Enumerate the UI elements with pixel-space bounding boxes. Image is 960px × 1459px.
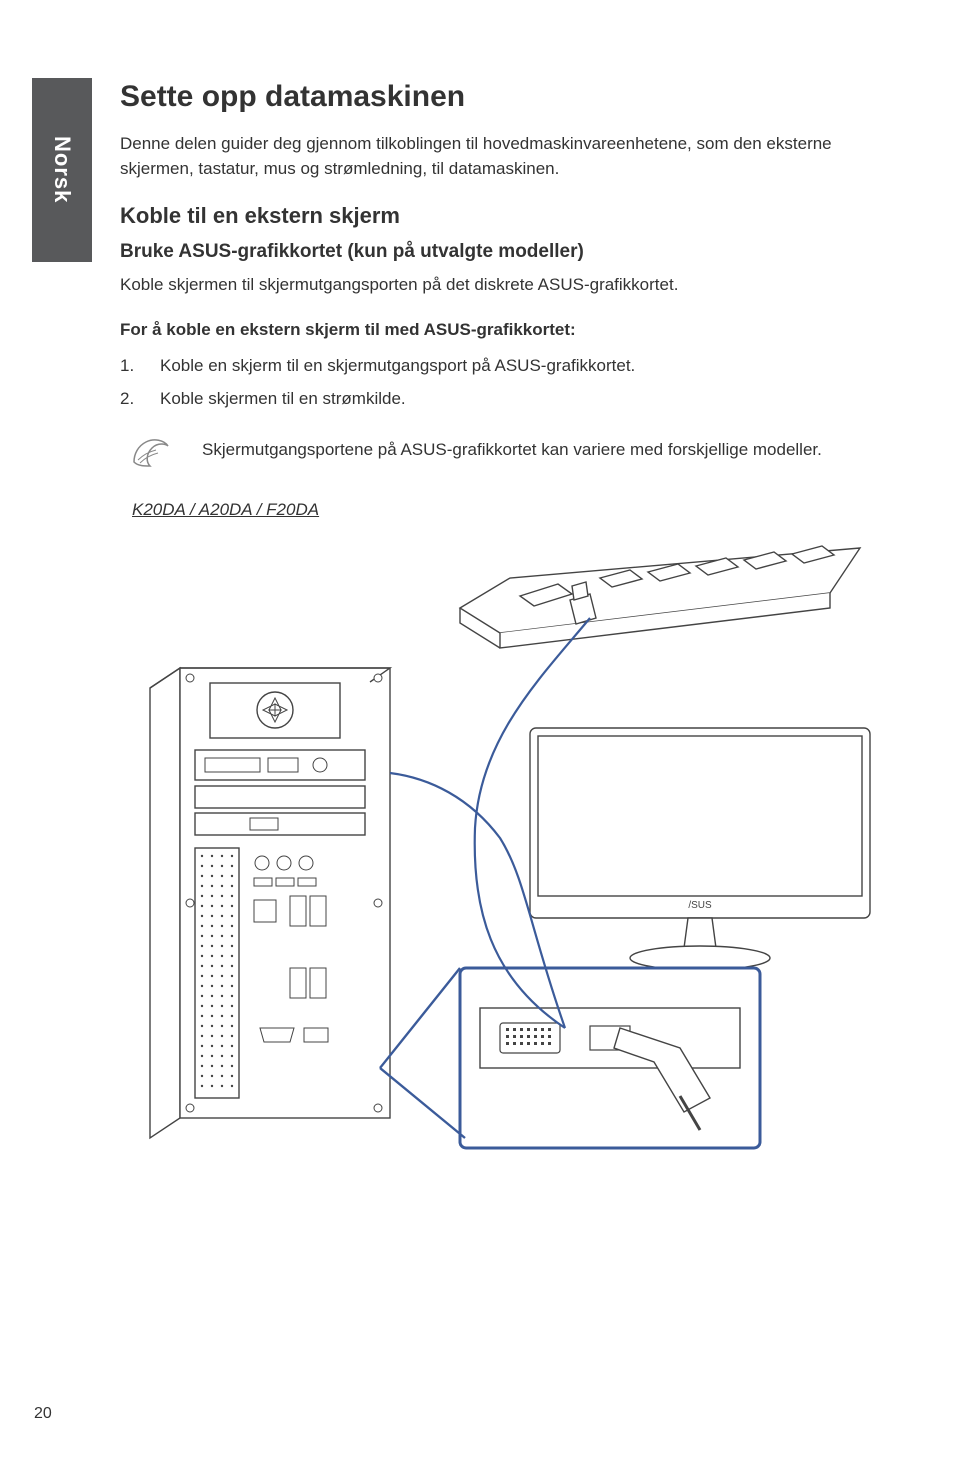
intro-paragraph: Denne delen guider deg gjennom tilkoblin…: [120, 132, 890, 181]
section-heading: Koble til en ekstern skjerm: [120, 203, 890, 229]
list-item: 1. Koble en skjerm til en skjermutgangsp…: [120, 352, 890, 379]
step-text: Koble skjermen til en strømkilde.: [160, 385, 406, 412]
note-callout: Skjermutgangsportene på ASUS-grafikkorte…: [120, 432, 890, 472]
page-content: Sette opp datamaskinen Denne delen guide…: [120, 80, 890, 1158]
page-title: Sette opp datamaskinen: [120, 80, 890, 114]
page-number: 20: [34, 1405, 52, 1423]
note-text: Skjermutgangsportene på ASUS-grafikkorte…: [202, 432, 822, 463]
connection-diagram: /SUS: [120, 538, 880, 1158]
step-text: Koble en skjerm til en skjermutgangsport…: [160, 352, 635, 379]
list-item: 2. Koble skjermen til en strømkilde.: [120, 385, 890, 412]
note-icon: [128, 432, 178, 472]
language-tab: Norsk: [32, 78, 92, 262]
subsection-paragraph: Koble skjermen til skjermutgangsporten p…: [120, 273, 890, 298]
step-number: 2.: [120, 385, 160, 412]
model-label: K20DA / A20DA / F20DA: [132, 500, 890, 520]
subsection-heading: Bruke ASUS-grafikkortet (kun på utvalgte…: [120, 241, 890, 263]
steps-list: 1. Koble en skjerm til en skjermutgangsp…: [120, 352, 890, 412]
step-number: 1.: [120, 352, 160, 379]
steps-heading: For å koble en ekstern skjerm til med AS…: [120, 320, 890, 340]
svg-text:/SUS: /SUS: [688, 900, 712, 911]
